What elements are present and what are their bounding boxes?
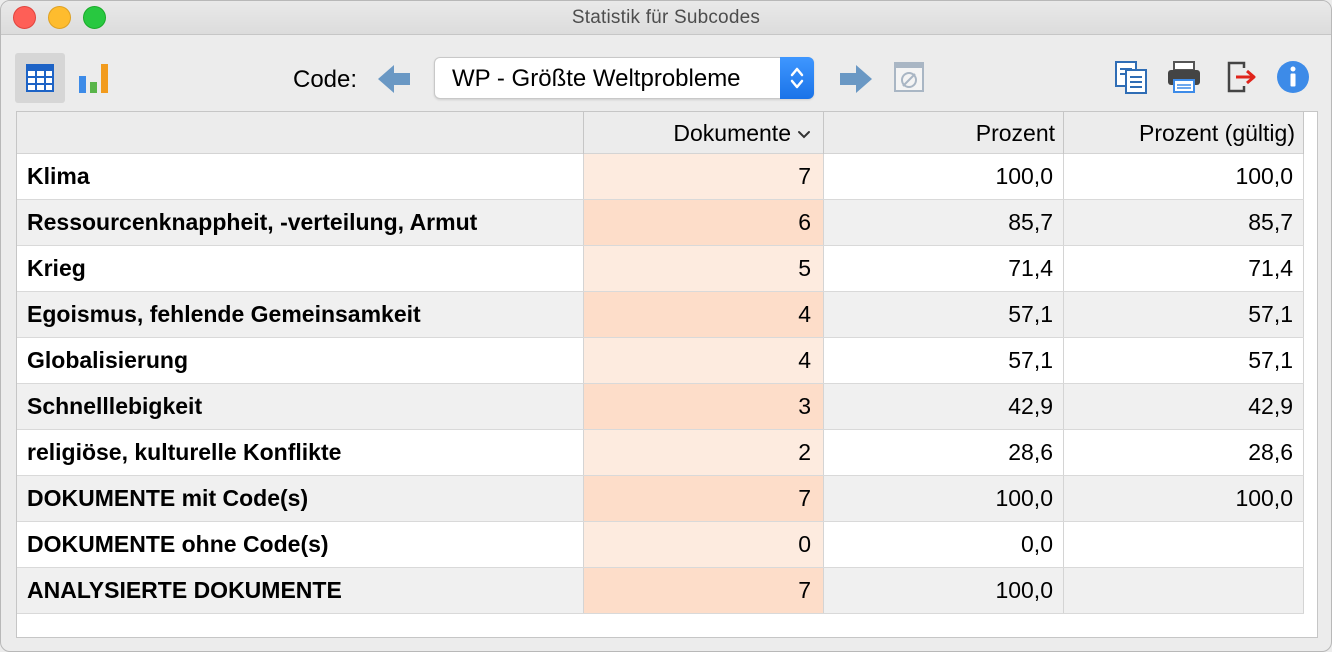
table-body: Klima 7 100,0 100,0 Ressourcenknappheit,…: [17, 154, 1304, 614]
table-row[interactable]: Schnelllebigkeit 3 42,9 42,9: [17, 384, 1304, 430]
documents-cell: 5: [584, 246, 824, 291]
export-icon: [1227, 61, 1256, 93]
percent-valid-cell: 85,7: [1064, 200, 1304, 245]
documents-cell: 3: [584, 384, 824, 429]
code-name-cell: Klima: [17, 154, 584, 199]
code-select[interactable]: WP - Größte Weltprobleme: [434, 57, 814, 99]
table-row[interactable]: Krieg 5 71,4 71,4: [17, 246, 1304, 292]
empty-filter-button[interactable]: [891, 59, 927, 95]
percent-valid-cell: [1064, 522, 1304, 567]
column-header-percent[interactable]: Prozent: [824, 112, 1064, 154]
code-name-cell: DOKUMENTE mit Code(s): [17, 476, 584, 521]
table-header: Dokumente Prozent Prozent (gültig): [17, 112, 1304, 154]
code-name-cell: ANALYSIERTE DOKUMENTE: [17, 568, 584, 613]
chevron-updown-icon: [790, 67, 804, 89]
table-row[interactable]: DOKUMENTE ohne Code(s) 0 0,0: [17, 522, 1304, 568]
window-title: Statistik für Subcodes: [571, 7, 761, 28]
table-row[interactable]: Globalisierung 4 57,1 57,1: [17, 338, 1304, 384]
sort-descending-icon: [798, 130, 810, 139]
column-header-code[interactable]: [17, 112, 584, 154]
info-icon: [1277, 61, 1309, 93]
percent-valid-cell: [1064, 568, 1304, 613]
documents-cell: 7: [584, 476, 824, 521]
column-header-documents[interactable]: Dokumente: [584, 112, 824, 154]
percent-valid-cell: 100,0: [1064, 154, 1304, 199]
code-label: Code:: [293, 66, 358, 93]
percent-valid-cell: 28,6: [1064, 430, 1304, 475]
export-button[interactable]: [1222, 57, 1262, 97]
close-window-button[interactable]: [13, 6, 36, 29]
documents-cell: 7: [584, 154, 824, 199]
code-name-cell: Ressourcenknappheit, -verteilung, Armut: [17, 200, 584, 245]
percent-cell: 71,4: [824, 246, 1064, 291]
documents-cell: 7: [584, 568, 824, 613]
percent-cell: 28,6: [824, 430, 1064, 475]
documents-cell: 4: [584, 338, 824, 383]
column-header-percent-valid[interactable]: Prozent (gültig): [1064, 112, 1304, 154]
bar-chart-icon: [79, 64, 108, 93]
copy-icon: [1115, 61, 1147, 94]
percent-cell: 57,1: [824, 292, 1064, 337]
percent-valid-cell: 100,0: [1064, 476, 1304, 521]
column-header-documents-label: Dokumente: [673, 120, 791, 146]
percent-cell: 0,0: [824, 522, 1064, 567]
table-row[interactable]: DOKUMENTE mit Code(s) 7 100,0 100,0: [17, 476, 1304, 522]
toolbar: Code: WP - Größte Weltprobleme: [1, 35, 1331, 111]
table-view-icon: [26, 64, 54, 92]
code-name-cell: Krieg: [17, 246, 584, 291]
print-button[interactable]: [1164, 57, 1204, 97]
print-icon: [1168, 61, 1200, 93]
documents-cell: 0: [584, 522, 824, 567]
percent-cell: 100,0: [824, 476, 1064, 521]
copy-button[interactable]: [1111, 57, 1151, 97]
table-row[interactable]: ANALYSIERTE DOKUMENTE 7 100,0: [17, 568, 1304, 614]
percent-cell: 100,0: [824, 568, 1064, 613]
percent-valid-cell: 42,9: [1064, 384, 1304, 429]
table-row[interactable]: Ressourcenknappheit, -verteilung, Armut …: [17, 200, 1304, 246]
percent-cell: 57,1: [824, 338, 1064, 383]
minimize-window-button[interactable]: [48, 6, 71, 29]
percent-valid-cell: 57,1: [1064, 292, 1304, 337]
code-name-cell: religiöse, kulturelle Konflikte: [17, 430, 584, 475]
select-stepper[interactable]: [780, 57, 814, 99]
documents-cell: 4: [584, 292, 824, 337]
arrow-left-icon: [378, 65, 410, 93]
code-name-cell: Schnelllebigkeit: [17, 384, 584, 429]
code-name-cell: Egoismus, fehlende Gemeinsamkeit: [17, 292, 584, 337]
next-code-button[interactable]: [835, 59, 877, 99]
percent-valid-cell: 71,4: [1064, 246, 1304, 291]
documents-cell: 2: [584, 430, 824, 475]
table-row[interactable]: religiöse, kulturelle Konflikte 2 28,6 2…: [17, 430, 1304, 476]
table-row[interactable]: Egoismus, fehlende Gemeinsamkeit 4 57,1 …: [17, 292, 1304, 338]
arrow-right-icon: [840, 65, 872, 93]
code-name-cell: Globalisierung: [17, 338, 584, 383]
chart-view-button[interactable]: [69, 53, 119, 103]
code-select-value: WP - Größte Weltprobleme: [452, 65, 741, 92]
title-bar[interactable]: Statistik für Subcodes: [1, 1, 1331, 35]
percent-cell: 85,7: [824, 200, 1064, 245]
previous-code-button[interactable]: [373, 59, 415, 99]
maximize-window-button[interactable]: [83, 6, 106, 29]
table-view-button[interactable]: [15, 53, 65, 103]
info-button[interactable]: [1273, 57, 1313, 97]
percent-cell: 100,0: [824, 154, 1064, 199]
percent-cell: 42,9: [824, 384, 1064, 429]
filter-empty-icon: [894, 62, 924, 92]
documents-cell: 6: [584, 200, 824, 245]
code-name-cell: DOKUMENTE ohne Code(s): [17, 522, 584, 567]
table-row[interactable]: Klima 7 100,0 100,0: [17, 154, 1304, 200]
statistics-table: Dokumente Prozent Prozent (gültig) Klima…: [16, 111, 1318, 638]
percent-valid-cell: 57,1: [1064, 338, 1304, 383]
